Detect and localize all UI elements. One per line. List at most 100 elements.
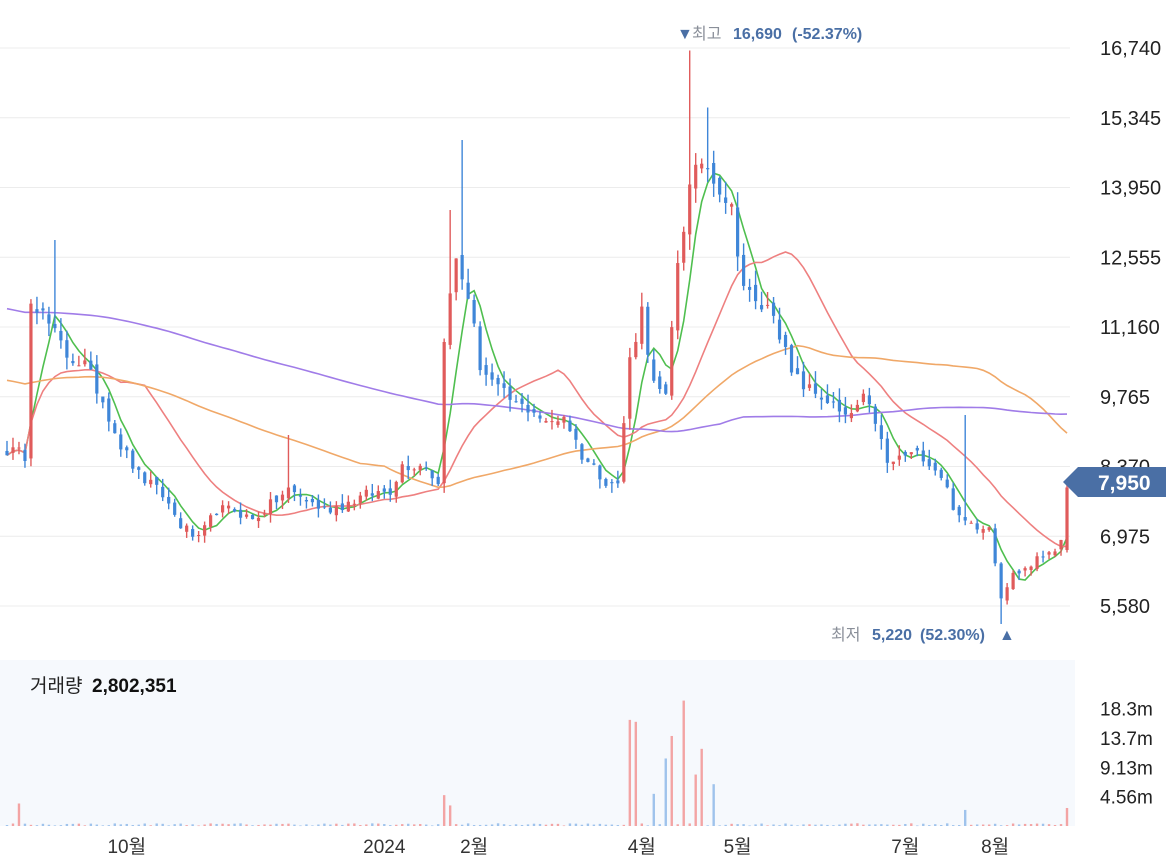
candle xyxy=(268,492,273,523)
volume-bar xyxy=(1023,823,1027,826)
volume-bar xyxy=(347,823,350,826)
volume-bar xyxy=(868,824,871,826)
candle xyxy=(1065,480,1069,553)
low-label-text: 최저 xyxy=(831,626,860,644)
volume-bar xyxy=(209,823,212,826)
volume-bar xyxy=(502,824,506,826)
volume-bar xyxy=(874,824,877,826)
volume-bar xyxy=(958,825,961,826)
high-annotation: ▼ 최고 16,690 (-52.37%) xyxy=(677,25,862,43)
volume-bar xyxy=(41,823,45,826)
volume-bar xyxy=(946,823,949,826)
high-value-text: 16,690 xyxy=(733,26,782,43)
volume-bar xyxy=(23,823,27,826)
volume-bar xyxy=(862,824,865,826)
volume-bar xyxy=(341,824,344,826)
volume-tick-label: 13.7m xyxy=(1100,729,1153,750)
volume-bar xyxy=(269,824,272,826)
candle xyxy=(592,459,596,466)
volume-bar xyxy=(215,823,218,826)
candle xyxy=(65,330,69,370)
volume-bar xyxy=(892,824,895,826)
volume-bar xyxy=(77,823,81,826)
moving-average-lines xyxy=(6,172,1068,581)
candle xyxy=(346,495,350,513)
volume-bar xyxy=(65,823,69,826)
candle xyxy=(244,509,249,519)
candle xyxy=(370,483,374,502)
price-tick-label: 9,765 xyxy=(1100,387,1150,409)
volume-tick-label: 9.13m xyxy=(1100,758,1153,779)
volume-bar xyxy=(83,825,87,826)
volume-bar xyxy=(628,719,632,826)
candle xyxy=(909,452,913,460)
high-marker-text: ▼ xyxy=(677,26,693,43)
volume-bar xyxy=(670,735,673,826)
candle xyxy=(77,355,81,367)
candle xyxy=(951,482,955,511)
volume-tick-label: 18.3m xyxy=(1100,699,1153,720)
candle xyxy=(448,210,452,350)
volume-bar xyxy=(898,824,901,826)
volume-bar xyxy=(221,823,224,826)
volume-bar xyxy=(239,823,242,826)
candle xyxy=(933,458,937,476)
volume-bar xyxy=(532,823,536,826)
candle xyxy=(706,107,710,183)
candle xyxy=(915,445,919,457)
candle xyxy=(167,487,171,510)
candle xyxy=(280,490,285,510)
volume-plot-area[interactable] xyxy=(0,660,1075,826)
candle xyxy=(436,473,440,487)
candle xyxy=(89,351,93,370)
volume-bar xyxy=(700,748,703,826)
candle xyxy=(700,158,704,174)
volume-bar xyxy=(1047,824,1051,826)
volume-bar xyxy=(179,823,182,826)
candle xyxy=(987,526,991,532)
candle xyxy=(628,347,632,430)
candle xyxy=(939,467,943,481)
candle xyxy=(574,424,578,449)
candle xyxy=(226,501,231,514)
candle xyxy=(508,378,512,412)
volume-bar xyxy=(592,824,596,826)
candle xyxy=(801,361,806,397)
volume-title: 거래량 2,802,351 xyxy=(30,675,177,697)
volume-bar xyxy=(688,823,691,826)
candle xyxy=(47,306,51,337)
volume-bar xyxy=(826,824,829,826)
volume-bar xyxy=(981,824,985,826)
volume-bar xyxy=(598,823,602,826)
candle xyxy=(753,270,758,310)
candle xyxy=(1017,569,1021,581)
volume-bar xyxy=(886,824,889,826)
volume-bar xyxy=(191,824,194,826)
candle xyxy=(502,371,506,398)
volume-bar xyxy=(143,823,146,826)
volume-bar xyxy=(940,824,943,826)
price-plot-area[interactable] xyxy=(0,0,1075,640)
volume-bar xyxy=(568,823,572,826)
volume-bar xyxy=(466,823,470,826)
candle xyxy=(400,461,404,484)
candle xyxy=(945,474,949,489)
volume-bar xyxy=(604,824,608,826)
volume-bar xyxy=(317,824,320,826)
candle xyxy=(783,331,788,355)
volume-bar xyxy=(844,823,847,826)
volume-bar xyxy=(1035,823,1039,826)
volume-bar xyxy=(430,825,434,827)
volume-bar xyxy=(137,824,140,826)
candle xyxy=(1041,550,1045,563)
candle xyxy=(220,500,225,518)
candle xyxy=(334,501,338,522)
volume-bar xyxy=(395,824,398,826)
candle xyxy=(682,226,686,271)
price-tick-label: 15,345 xyxy=(1100,108,1161,130)
candle xyxy=(119,428,123,457)
volume-title-label: 거래량 xyxy=(30,675,82,697)
ma-120-line xyxy=(6,307,1068,433)
